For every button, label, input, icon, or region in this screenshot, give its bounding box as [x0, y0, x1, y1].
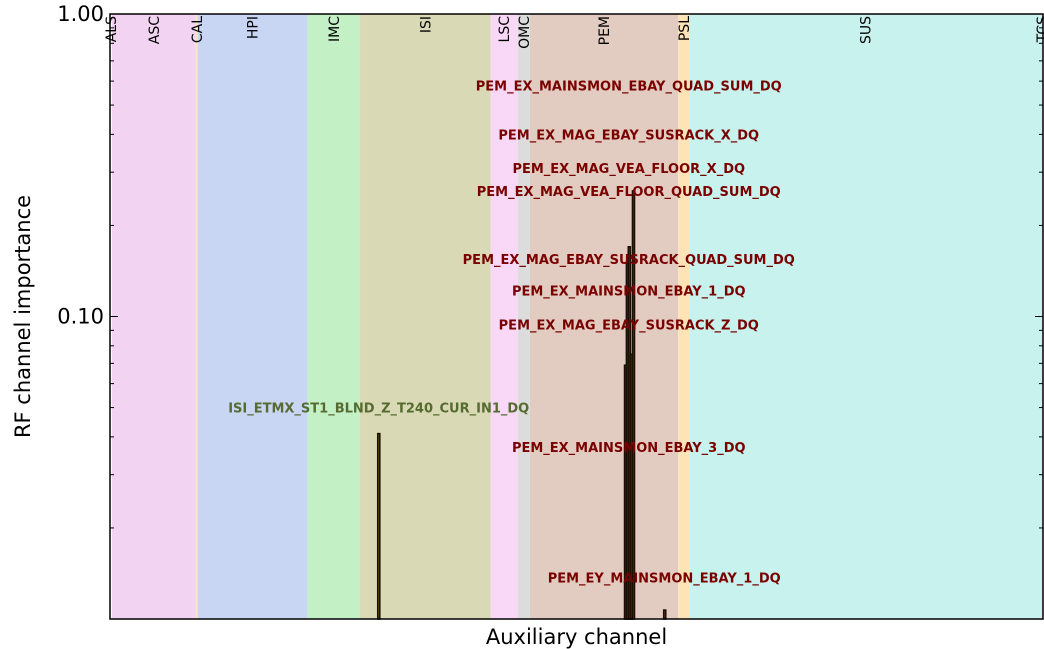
channel-annotation: PEM_EY_MAINSMON_EBAY_1_DQ — [548, 572, 781, 587]
group-band-psl — [678, 14, 690, 619]
group-label-hpi: HPI — [246, 16, 262, 39]
group-label-tcs: TCS — [1035, 16, 1044, 44]
y-axis-label: RF channel importance — [11, 195, 35, 438]
group-band-asc — [111, 14, 196, 619]
group-label-pem: PEM — [597, 16, 613, 45]
channel-annotation: PEM_EX_MAINSMON_EBAY_1_DQ — [512, 284, 746, 299]
channel-annotation: PEM_EX_MAG_VEA_FLOOR_X_DQ — [512, 162, 745, 177]
group-label-psl: PSL — [677, 16, 693, 41]
group-label-imc: IMC — [327, 16, 343, 42]
channel-annotation: PEM_EX_MAINSMON_EBAY_3_DQ — [512, 441, 746, 456]
group-band-omc — [517, 14, 530, 619]
group-label-sus: SUS — [858, 16, 874, 44]
group-band-lsc — [490, 14, 518, 619]
group-band-hpi — [197, 14, 308, 619]
group-label-asc: ASC — [147, 16, 163, 44]
channel-annotation: PEM_EX_MAINSMON_EBAY_QUAD_SUM_DQ — [476, 80, 782, 95]
group-band-isi — [360, 14, 491, 619]
group-band-sus — [689, 14, 1042, 619]
group-label-als: ALS — [104, 16, 120, 42]
group-label-cal: CAL — [190, 16, 206, 43]
x-axis-label: Auxiliary channel — [486, 625, 667, 649]
channel-annotation: PEM_EX_MAG_VEA_FLOOR_QUAD_SUM_DQ — [477, 185, 781, 200]
group-label-lsc: LSC — [497, 16, 513, 43]
group-label-omc: OMC — [517, 16, 533, 49]
group-band-cal — [195, 14, 198, 619]
channel-annotation: ISI_ETMX_ST1_BLND_Z_T240_CUR_IN1_DQ — [228, 402, 529, 417]
channel-annotation: PEM_EX_MAG_EBAY_SUSRACK_QUAD_SUM_DQ — [463, 253, 795, 268]
y-tick-label: 0.10 — [57, 305, 104, 329]
bar — [662, 609, 667, 620]
group-band-pem — [529, 14, 679, 619]
plot-frame — [109, 13, 1044, 620]
group-band-imc — [307, 14, 361, 619]
bar — [376, 432, 381, 620]
channel-annotation: PEM_EX_MAG_EBAY_SUSRACK_X_DQ — [498, 128, 759, 143]
channel-annotation: PEM_EX_MAG_EBAY_SUSRACK_Z_DQ — [499, 319, 759, 334]
group-label-isi: ISI — [418, 16, 434, 33]
y-tick-label: 1.00 — [57, 2, 104, 26]
